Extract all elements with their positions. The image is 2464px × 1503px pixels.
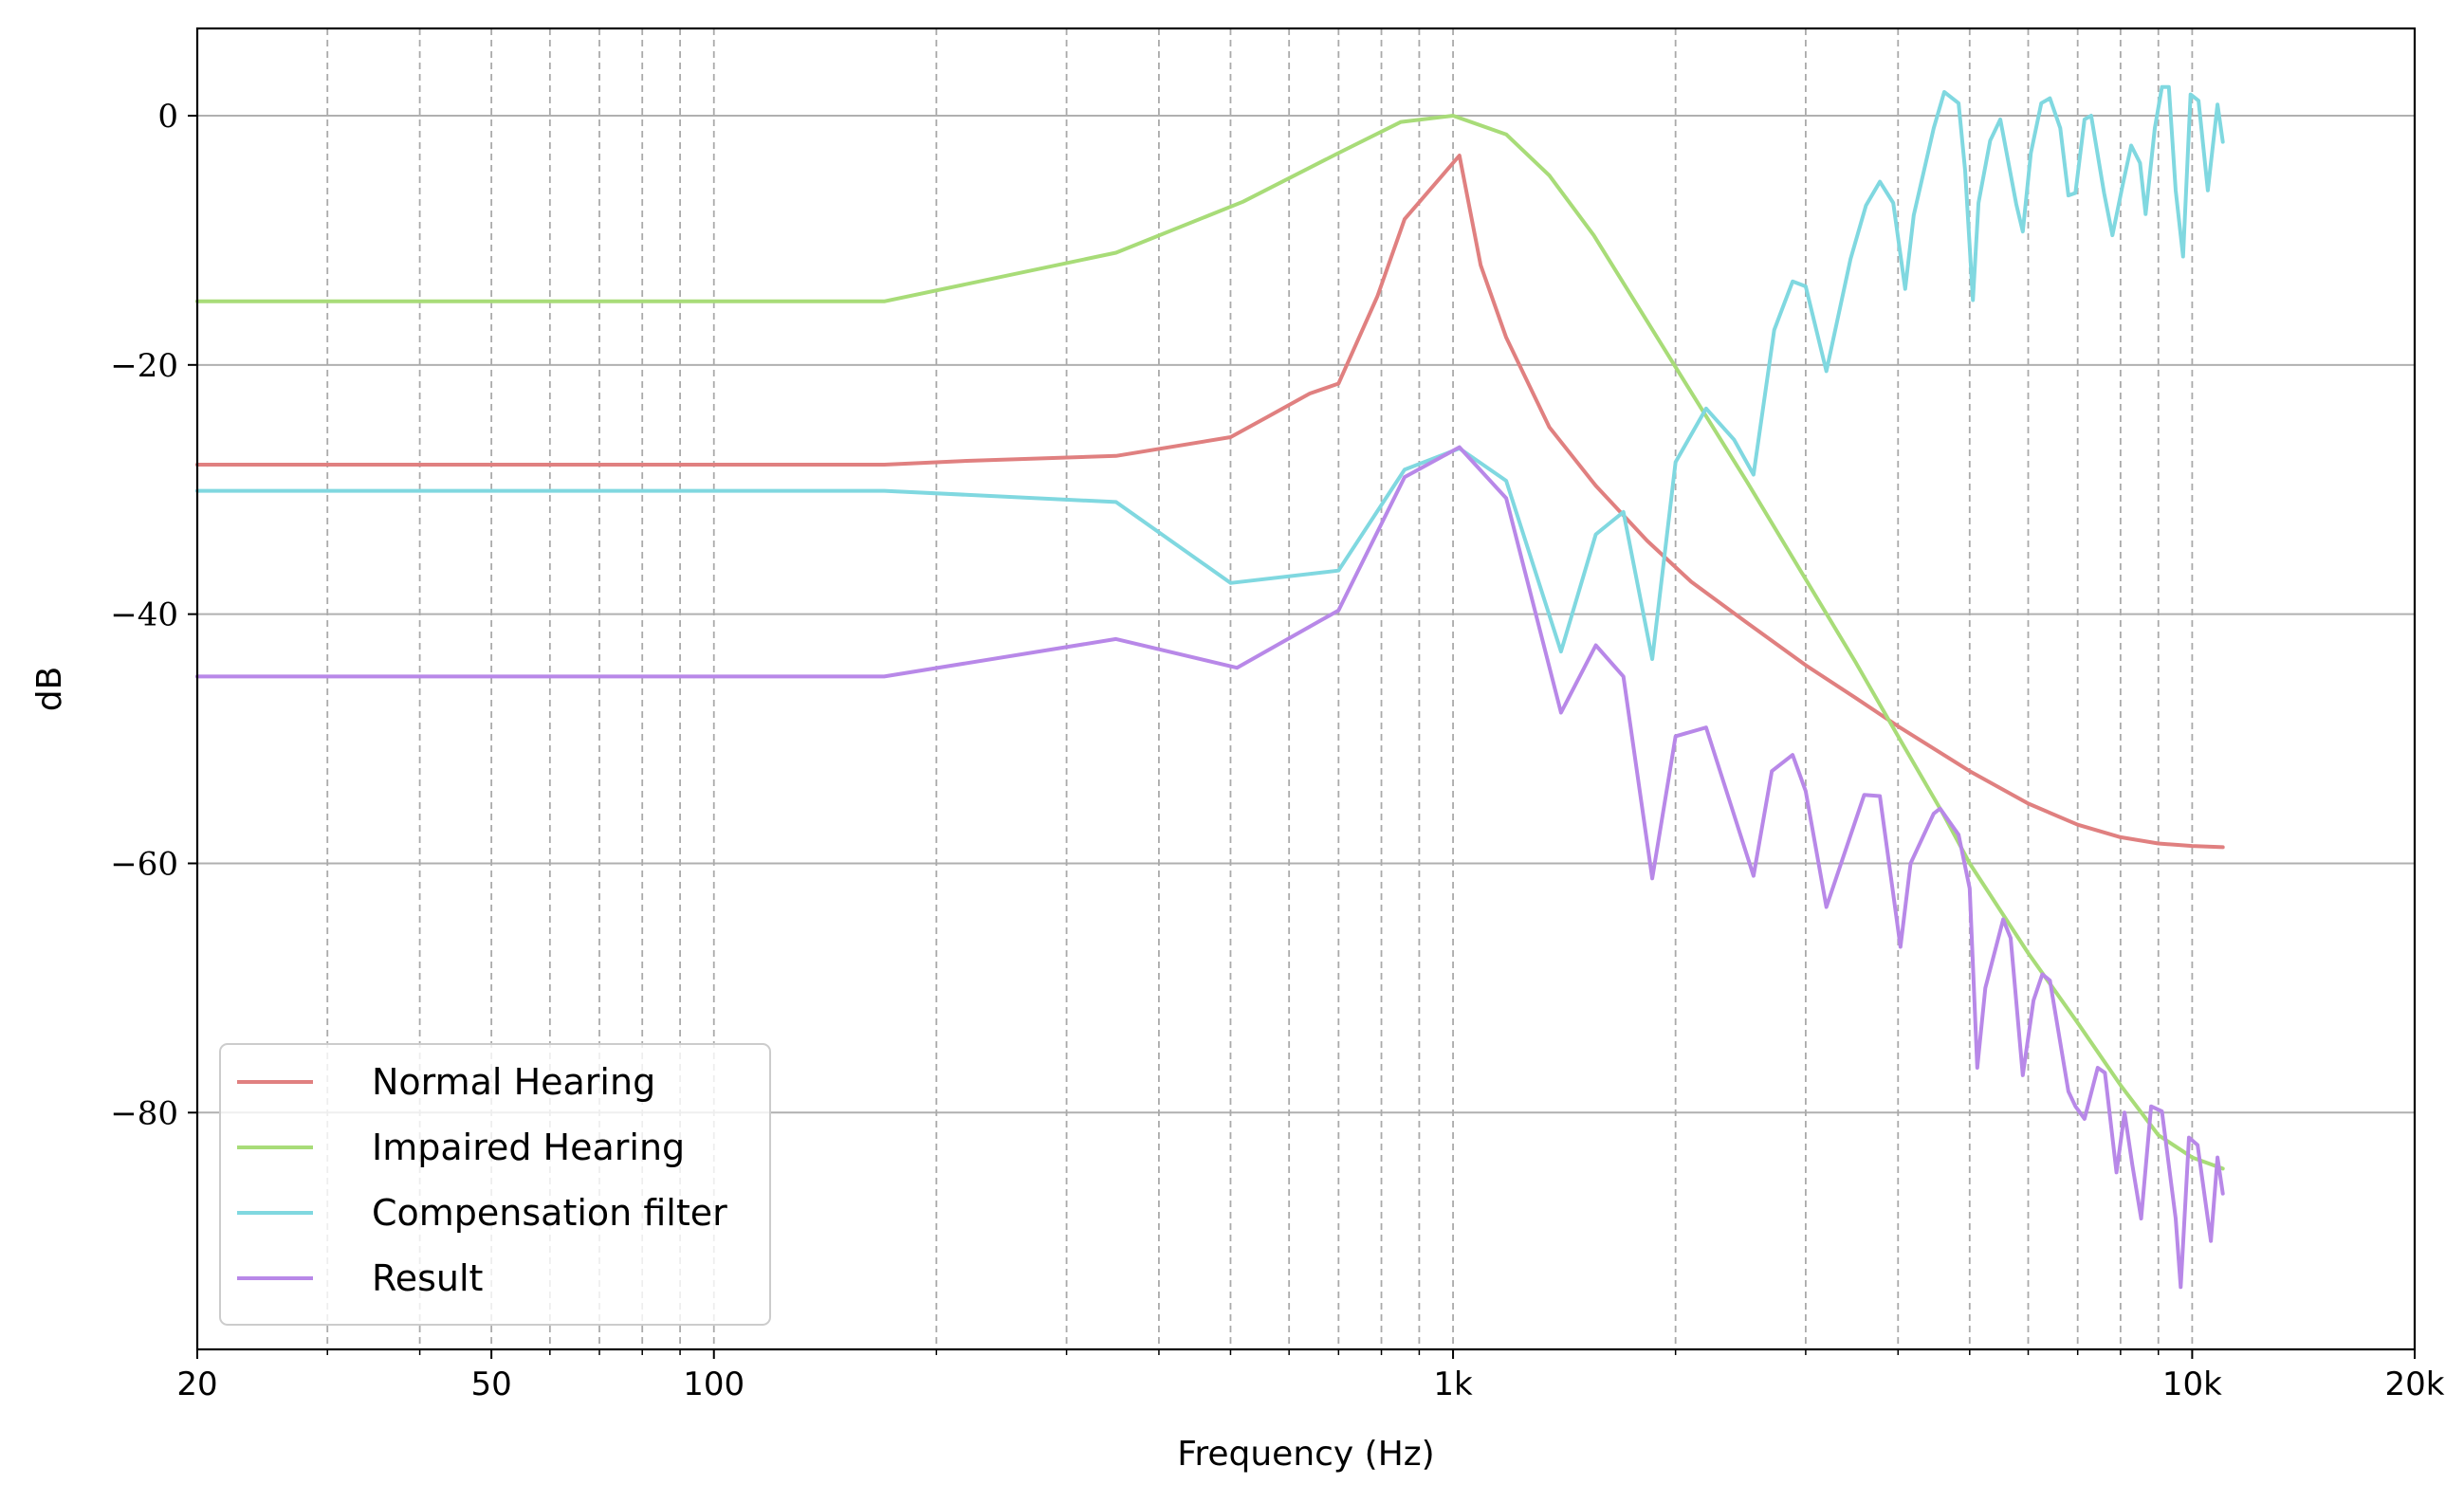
axis-ticks: 0 −20 −40 −60 −80 20 50 100 1k 10k 20k xyxy=(110,98,2445,1403)
legend-label-2: Impaired Hearing xyxy=(372,1127,685,1168)
series-line-4 xyxy=(195,445,2225,1290)
y-tick-label: −20 xyxy=(110,347,178,385)
series-line-2 xyxy=(195,114,2225,1171)
y-axis-label: dB xyxy=(30,667,69,712)
y-tick-label: −80 xyxy=(110,1094,178,1132)
x-tick-label: 20k xyxy=(2385,1366,2445,1403)
x-tick-label: 10k xyxy=(2162,1366,2222,1403)
legend-box xyxy=(219,1043,771,1326)
x-axis-label: Frequency (Hz) xyxy=(1177,1435,1434,1474)
legend-label-4: Result xyxy=(372,1257,483,1299)
x-tick-label: 20 xyxy=(176,1366,217,1403)
x-tick-label: 100 xyxy=(683,1366,745,1403)
y-tick-label: −60 xyxy=(110,845,178,883)
grid xyxy=(197,28,2415,1349)
legend-label-3: Compensation filter xyxy=(372,1192,727,1234)
series-line-1 xyxy=(195,154,2225,850)
legend: Normal Hearing Impaired Hearing Compensati… xyxy=(219,1043,771,1326)
y-tick-label: 0 xyxy=(157,98,178,136)
x-tick-label: 1k xyxy=(1433,1366,1473,1403)
series-line-3 xyxy=(195,84,2225,661)
legend-label-1: Normal Hearing xyxy=(372,1061,655,1103)
y-tick-label: −40 xyxy=(110,596,178,634)
series-layer xyxy=(195,84,2225,1290)
plot-frame xyxy=(195,27,2417,1351)
x-tick-label: 50 xyxy=(470,1366,511,1403)
